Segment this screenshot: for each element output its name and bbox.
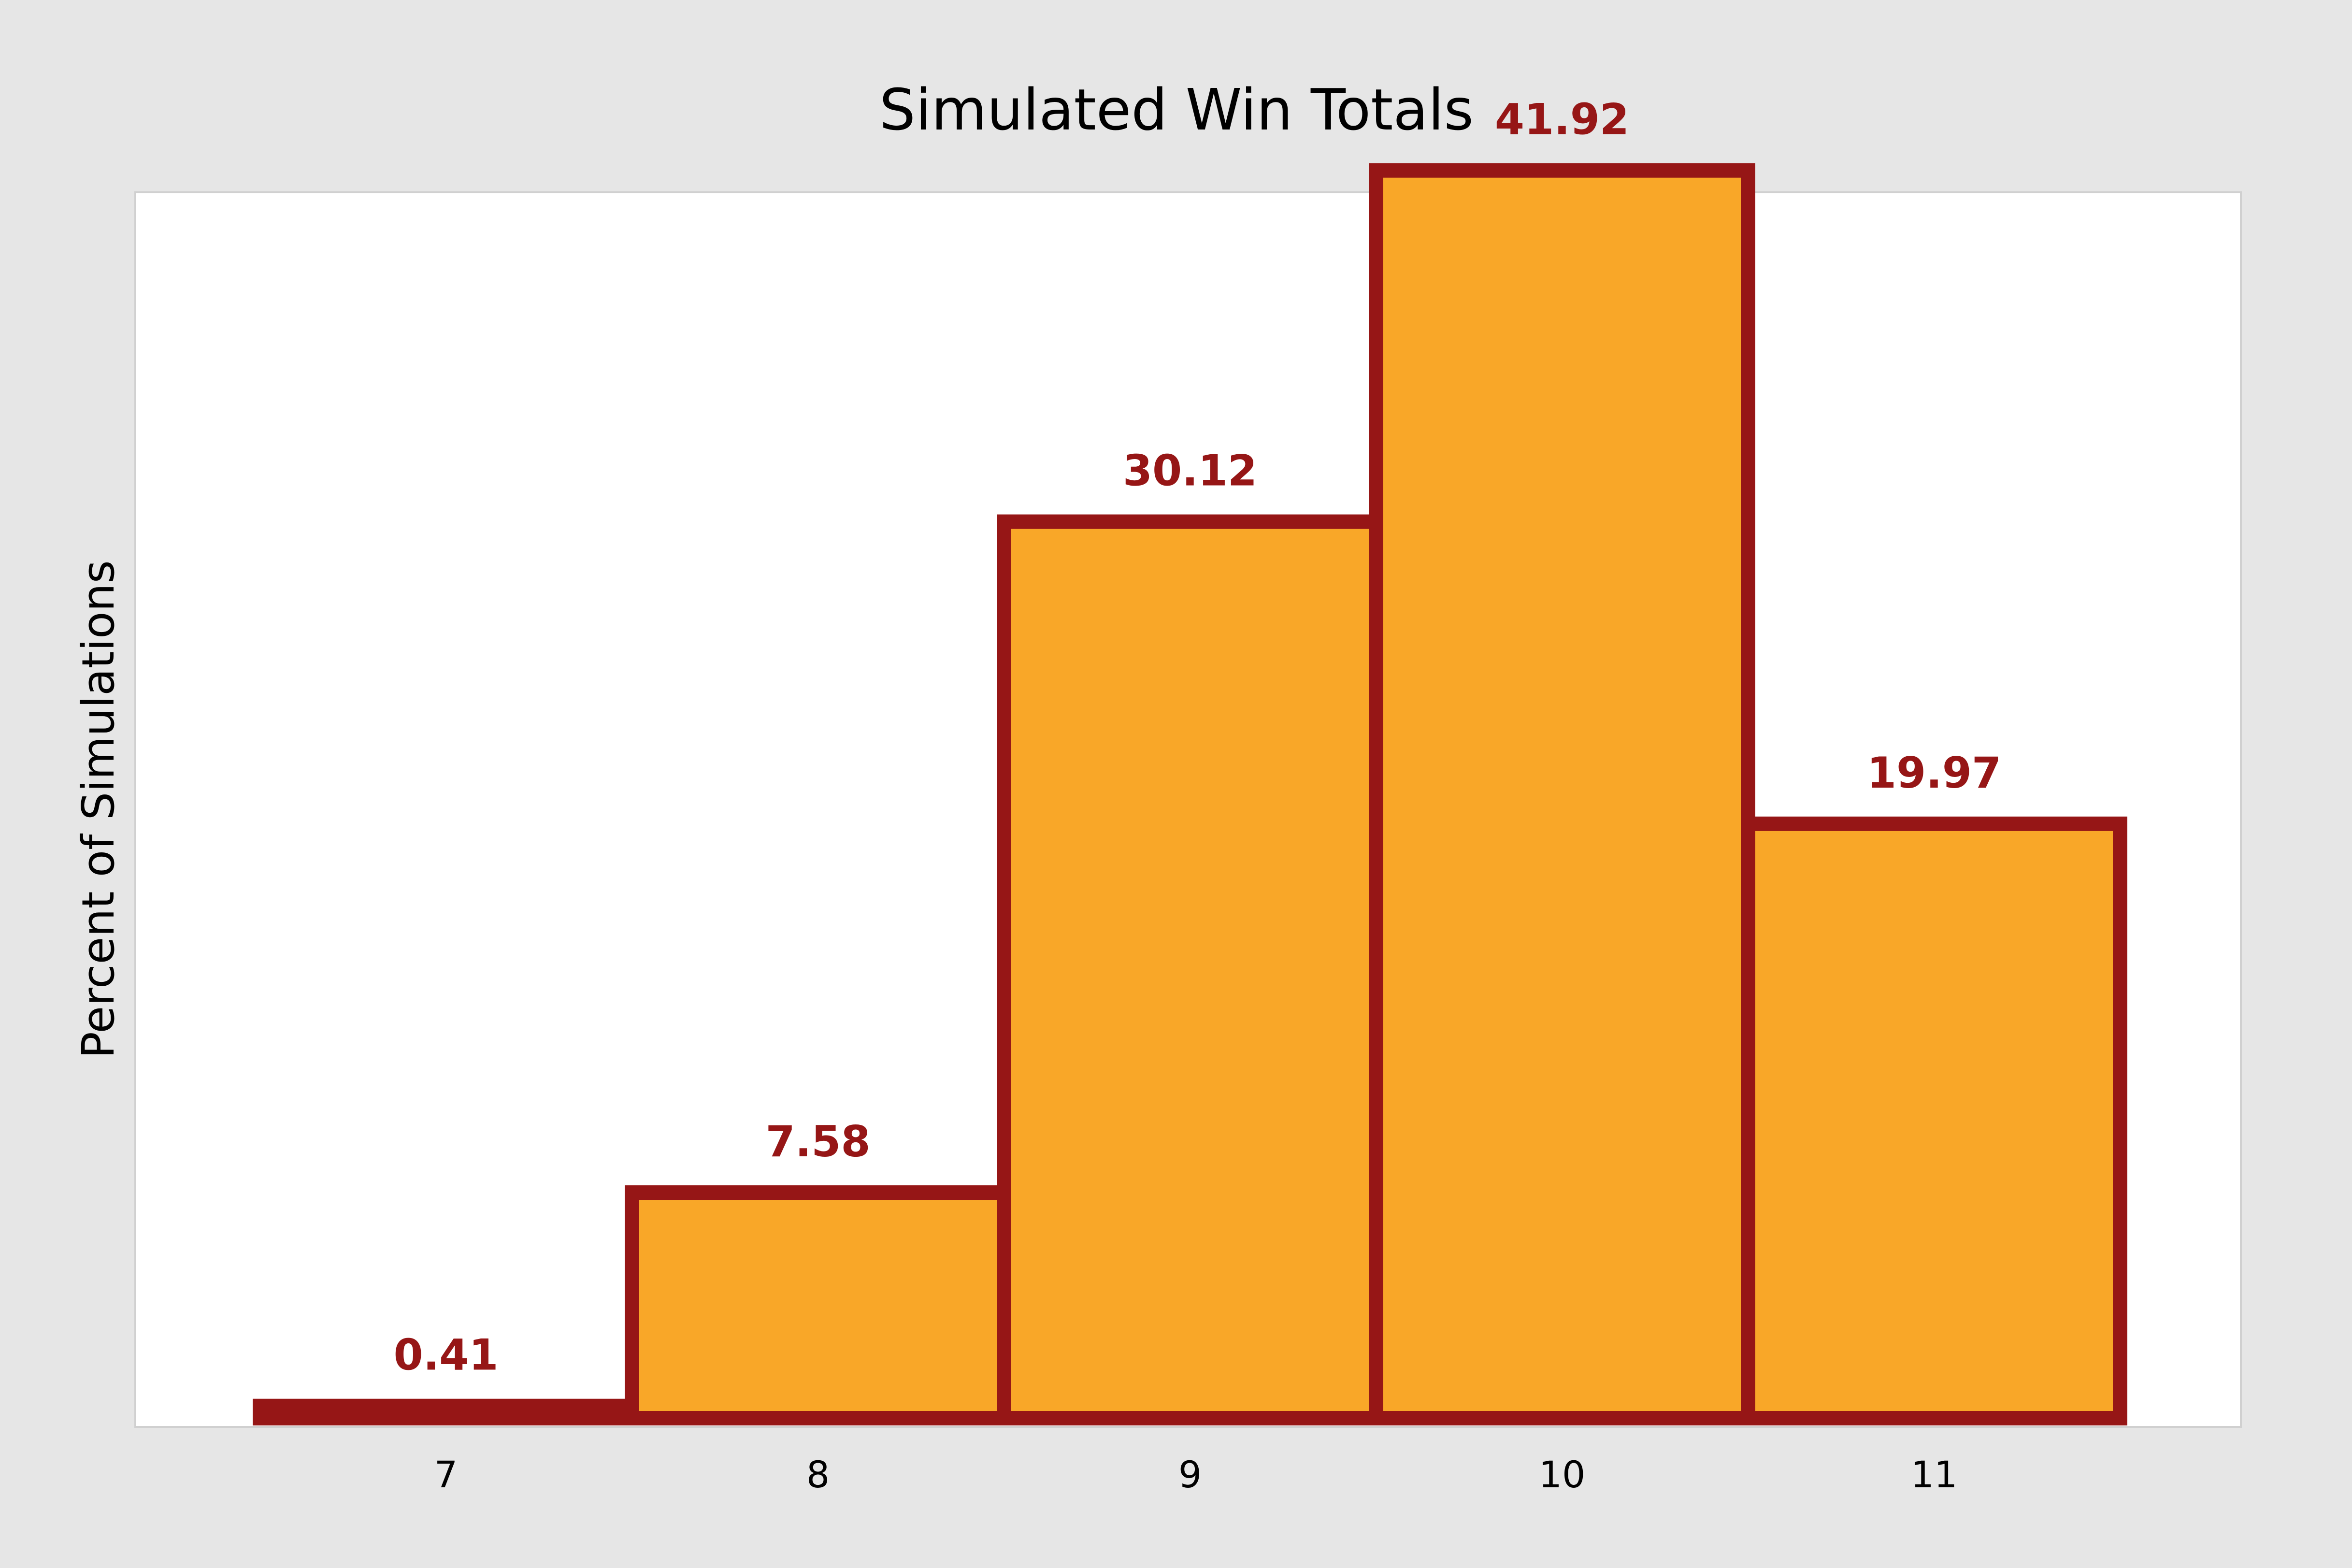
data-label-11: 19.97 (1867, 748, 2001, 798)
data-label-7: 0.41 (393, 1330, 498, 1380)
bar-9 (997, 514, 1383, 1425)
y-axis-label: Percent of Simulations (72, 560, 124, 1058)
bar-7 (253, 1398, 639, 1425)
x-tick-label-10: 10 (1539, 1453, 1586, 1496)
data-label-9: 30.12 (1123, 446, 1257, 496)
bars-group (253, 163, 2127, 1426)
chart-title: Simulated Win Totals (879, 76, 1474, 143)
x-tick-label-8: 8 (806, 1453, 830, 1496)
x-tick-label-9: 9 (1178, 1453, 1202, 1496)
data-labels-group: 0.41 7.58 30.12 41.92 19.97 (393, 95, 2001, 1380)
data-label-10: 41.92 (1495, 95, 1629, 144)
x-tick-label-11: 11 (1911, 1453, 1958, 1496)
x-tick-labels-group: 7 8 9 10 11 (434, 1453, 1958, 1496)
bar-10 (1369, 163, 1755, 1425)
x-tick-label-7: 7 (434, 1453, 458, 1496)
data-label-8: 7.58 (765, 1117, 870, 1166)
bar-11 (1741, 816, 2127, 1425)
bar-8 (625, 1185, 1011, 1426)
